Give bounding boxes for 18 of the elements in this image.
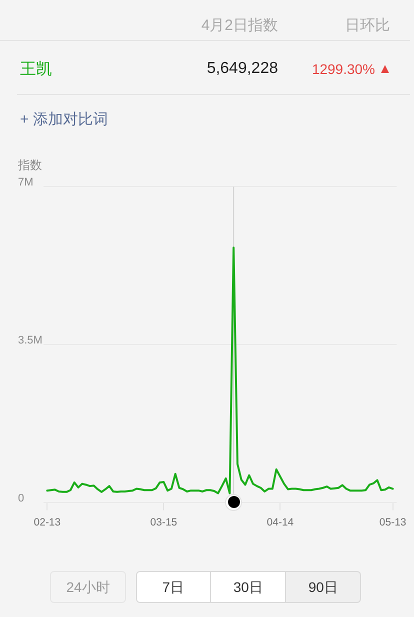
text: 90日 xyxy=(308,579,338,595)
x-tick-label: 04-14 xyxy=(266,516,294,528)
x-tick-label: 05-13 xyxy=(379,516,406,528)
text: 7日 xyxy=(162,579,184,595)
text: 5,649,228 xyxy=(206,58,278,78)
y-tick-label: 7M xyxy=(18,176,34,189)
x-tick-label: 03-15 xyxy=(150,516,178,528)
y-axis-title: 指数 xyxy=(18,157,42,173)
text: 4月2日指数 xyxy=(201,16,278,36)
text: 1299.30% xyxy=(312,60,375,78)
text: 日环比 xyxy=(345,16,390,36)
x-tick-label: 02-13 xyxy=(34,516,61,528)
text: 24小时 xyxy=(66,579,110,595)
y-tick-label: 3.5M xyxy=(18,334,42,347)
text: + 添加对比词 xyxy=(20,110,108,130)
y-tick-label: 0 xyxy=(18,492,24,504)
text: 30日 xyxy=(233,579,263,595)
text: 王凯 xyxy=(20,60,52,80)
